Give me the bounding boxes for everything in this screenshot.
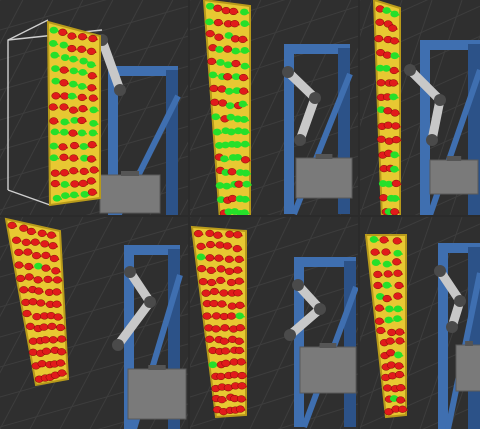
crate	[99, 171, 161, 214]
marker-cluster	[7, 221, 68, 383]
robot-arm	[284, 279, 326, 341]
view-1[interactable]	[0, 0, 188, 215]
robot-arm	[404, 64, 446, 146]
view-4[interactable]	[0, 217, 188, 429]
marker-cluster	[193, 229, 248, 416]
yellow-rack	[364, 234, 407, 419]
view-3[interactable]	[360, 0, 480, 215]
yellow-rack	[190, 225, 247, 419]
marker-cluster	[205, 2, 252, 215]
view-2[interactable]	[190, 0, 358, 215]
crate	[455, 341, 480, 392]
crate	[127, 365, 187, 420]
robot-arm	[434, 265, 466, 333]
robot-arm	[112, 266, 156, 351]
crate	[299, 343, 357, 394]
marker-cluster	[374, 5, 402, 215]
view-5[interactable]	[190, 217, 358, 429]
view-6[interactable]	[360, 217, 480, 429]
robot-arm	[282, 66, 321, 146]
blue-frame	[108, 66, 181, 215]
marker-cluster	[48, 26, 100, 202]
crate	[295, 154, 353, 199]
crate	[429, 156, 479, 195]
marker-cluster	[369, 236, 408, 416]
